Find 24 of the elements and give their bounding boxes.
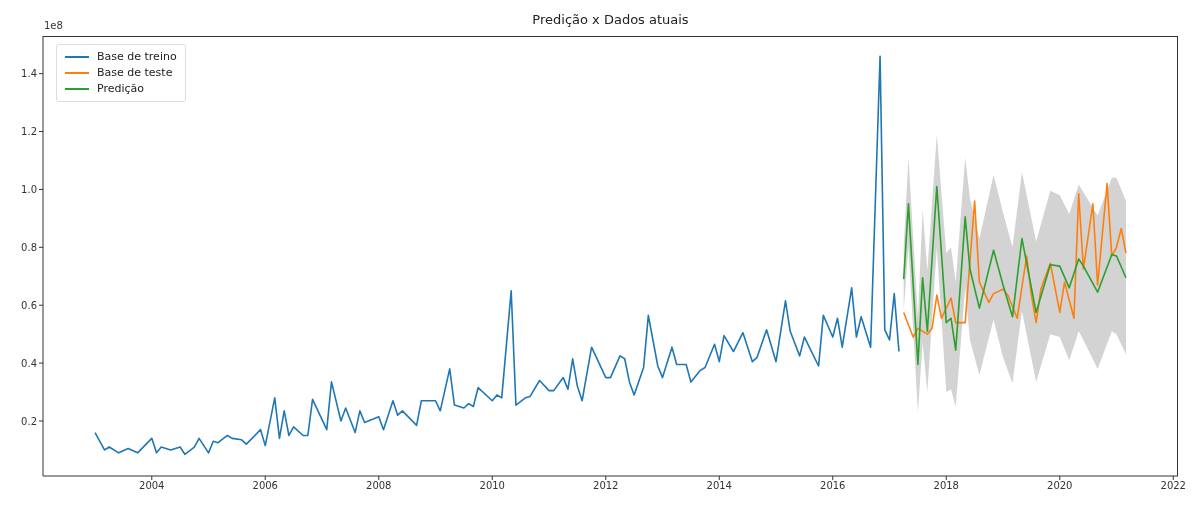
x-tick-label: 2020 (1047, 480, 1073, 492)
y-tick-label: 0.6 (21, 299, 37, 311)
legend-label: Base de teste (97, 65, 173, 81)
y-tick-label: 1.0 (21, 183, 37, 195)
line-series (902, 182, 1127, 338)
legend-label: Predição (97, 81, 145, 97)
x-tick-label: 2006 (252, 480, 278, 492)
chart-title: Predição x Dados atuais (532, 12, 689, 27)
x-tick-label: 2012 (593, 480, 619, 492)
x-tick-label: 2014 (706, 480, 732, 492)
text: 1e8 (44, 20, 63, 31)
x-tick-label: 2010 (479, 480, 505, 492)
y-tick-label: 0.8 (21, 241, 37, 253)
x-tick-label: 2016 (820, 480, 846, 492)
y-tick-label: 1.4 (21, 68, 37, 80)
x-tick-label: 2018 (933, 480, 959, 492)
legend-label: Base de treino (97, 49, 177, 65)
x-tick-label: 2008 (366, 480, 392, 492)
x-tick-label: 2004 (139, 480, 165, 492)
line-series (902, 185, 1127, 366)
x-tick-label: 2022 (1160, 480, 1186, 492)
y-tick-label: 1.2 (21, 126, 37, 138)
y-tick-label: 0.4 (21, 357, 37, 369)
y-tick-label: 0.2 (21, 415, 37, 427)
